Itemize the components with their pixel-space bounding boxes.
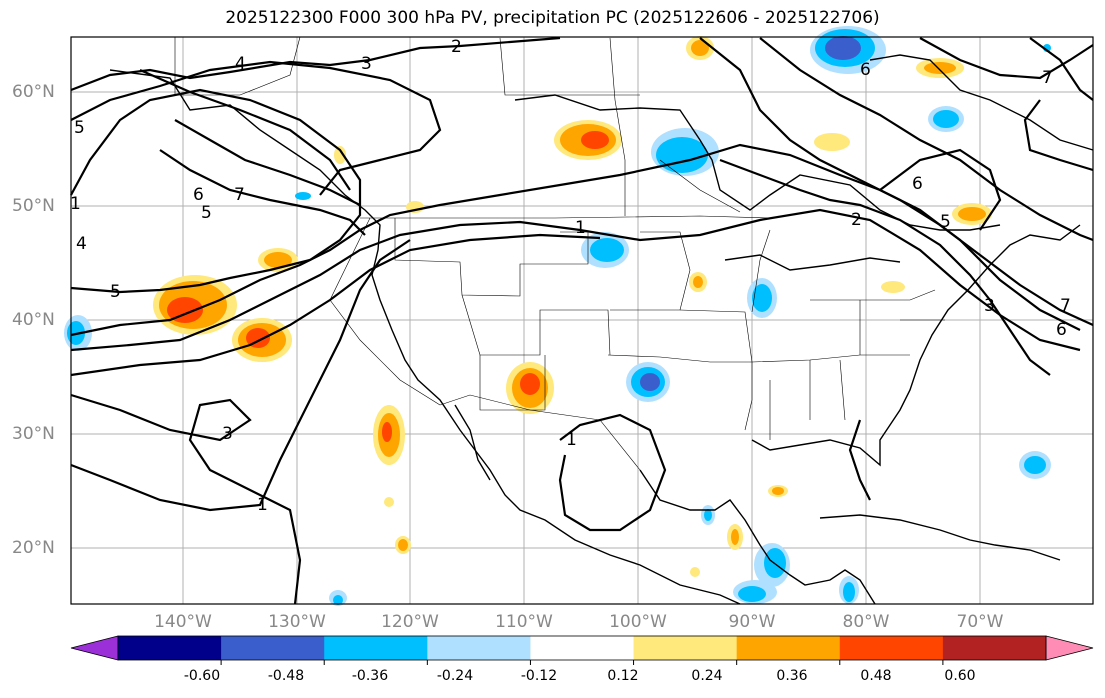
colorbar-tick-label: -0.60 — [183, 668, 221, 684]
colorbar-tick-label: 0.48 — [860, 668, 892, 684]
contour-label: 3 — [361, 54, 372, 74]
colorbar-segment — [427, 636, 531, 660]
contour-label: 7 — [1060, 296, 1071, 316]
colorbar-extend-high — [1045, 635, 1094, 661]
lon-label-140w: 140°W — [154, 612, 212, 632]
map-frame — [70, 36, 1094, 605]
lon-label-70w: 70°W — [956, 612, 1004, 632]
colorbar-segment — [530, 636, 635, 660]
contour-label: 1 — [575, 218, 586, 238]
lon-label-80w: 80°W — [842, 612, 890, 632]
lon-label-90w: 90°W — [728, 612, 776, 632]
contour-label: 2 — [451, 37, 462, 57]
contour-label: 3 — [222, 424, 233, 444]
colorbar-segment — [633, 636, 738, 660]
contour-label: 4 — [235, 54, 246, 74]
contour-label: 5 — [74, 118, 85, 138]
colorbar-tick-label: -0.12 — [520, 668, 558, 684]
political-borders — [174, 36, 945, 471]
lon-label-100w: 100°W — [609, 612, 667, 632]
lon-label-110w: 110°W — [495, 612, 553, 632]
precip-anomaly-shading — [64, 26, 1051, 606]
contour-label: 1 — [257, 495, 268, 515]
colorbar-segment — [118, 636, 222, 660]
lat-label-20n: 20°N — [12, 538, 55, 558]
colorbar-tick-label: 0.60 — [944, 668, 976, 684]
colorbar-border — [117, 635, 1047, 661]
coastlines — [109, 54, 1094, 605]
colorbar-tick-label: 0.36 — [776, 668, 808, 684]
colorbar-segment — [942, 636, 1047, 660]
lat-label-60n: 60°N — [12, 82, 55, 102]
colorbar-tick-label: 0.24 — [691, 668, 723, 684]
contour-label: 5 — [940, 212, 951, 232]
colorbar-tick-label: -0.36 — [351, 668, 389, 684]
contour-label: 1 — [566, 430, 577, 450]
colorbar-segment — [839, 636, 944, 660]
pv-contours — [70, 36, 1094, 605]
colorbar-tick-label: 0.12 — [607, 668, 639, 684]
contour-label: 1 — [70, 194, 81, 214]
colorbar-tick-label: -0.24 — [436, 668, 474, 684]
colorbar-extend-low — [70, 635, 119, 661]
colorbar-tick-label: -0.48 — [267, 668, 305, 684]
contour-label: 6 — [860, 60, 871, 80]
contour-label: 7 — [234, 185, 245, 205]
contour-label: 3 — [984, 296, 995, 316]
colorbar — [70, 635, 1094, 665]
colorbar-segment — [324, 636, 428, 660]
colorbar-segment — [736, 636, 841, 660]
contour-label: 5 — [201, 203, 212, 223]
lon-label-130w: 130°W — [268, 612, 326, 632]
lon-label-120w: 120°W — [381, 612, 439, 632]
contour-label: 7 — [1042, 68, 1053, 88]
contour-label: 4 — [76, 234, 87, 254]
contour-label: 2 — [851, 210, 862, 230]
lat-label-30n: 30°N — [12, 424, 55, 444]
lat-label-50n: 50°N — [12, 196, 55, 216]
contour-label: 6 — [1056, 320, 1067, 340]
contour-label: 6 — [193, 185, 204, 205]
contour-label: 6 — [912, 174, 923, 194]
contour-label: 5 — [110, 282, 121, 302]
colorbar-segment — [221, 636, 325, 660]
map-title: 2025122300 F000 300 hPa PV, precipitatio… — [225, 8, 880, 28]
lat-label-40n: 40°N — [12, 310, 55, 330]
